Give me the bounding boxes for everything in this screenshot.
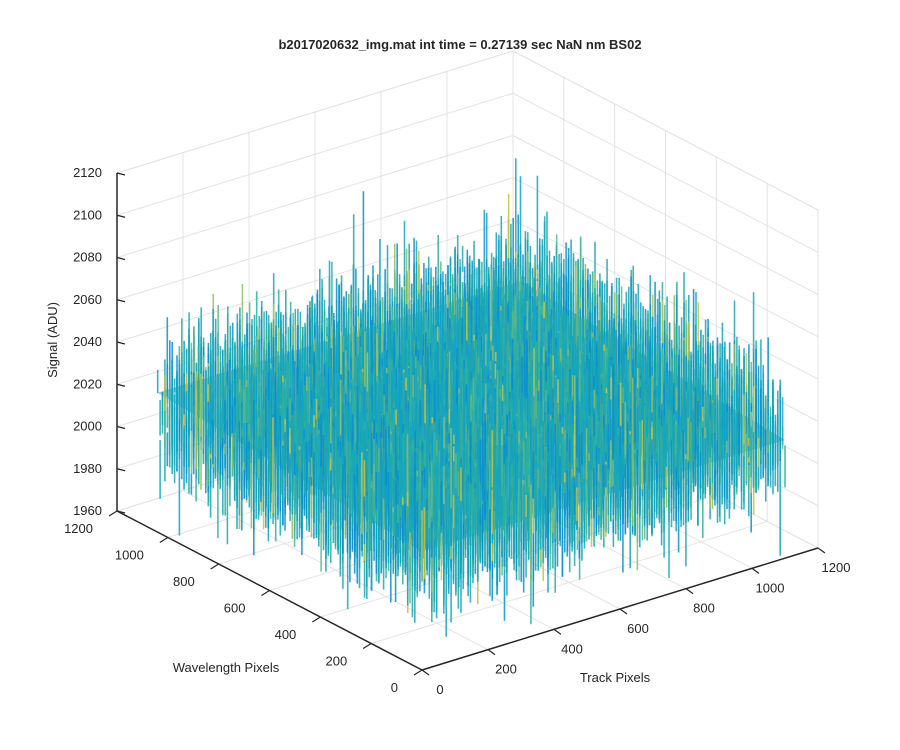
gridline-z-back-right: [512, 177, 819, 338]
gridline-z-back-left: [116, 177, 514, 301]
gridline-z-back-left: [116, 92, 514, 216]
gridline-y-floor: [371, 521, 768, 644]
gridline-z-back-right: [512, 135, 819, 295]
gridline-z-back-right: [512, 92, 819, 253]
gridline-z-back-right: [512, 219, 819, 380]
box-edge: [116, 50, 514, 174]
gridline-z-back-left: [116, 135, 514, 258]
gridline-z-back-left: [116, 219, 514, 343]
surface: [156, 158, 786, 637]
box-edge: [512, 50, 819, 211]
